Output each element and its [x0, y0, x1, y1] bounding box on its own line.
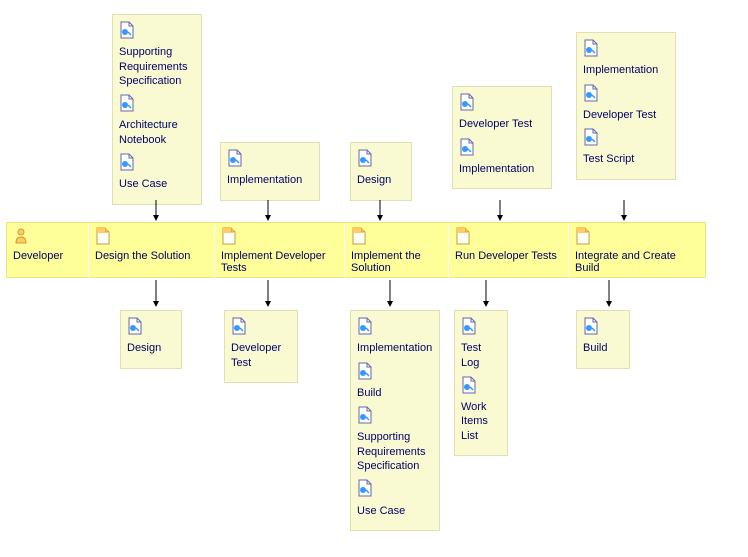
arrows-layer	[0, 0, 748, 557]
